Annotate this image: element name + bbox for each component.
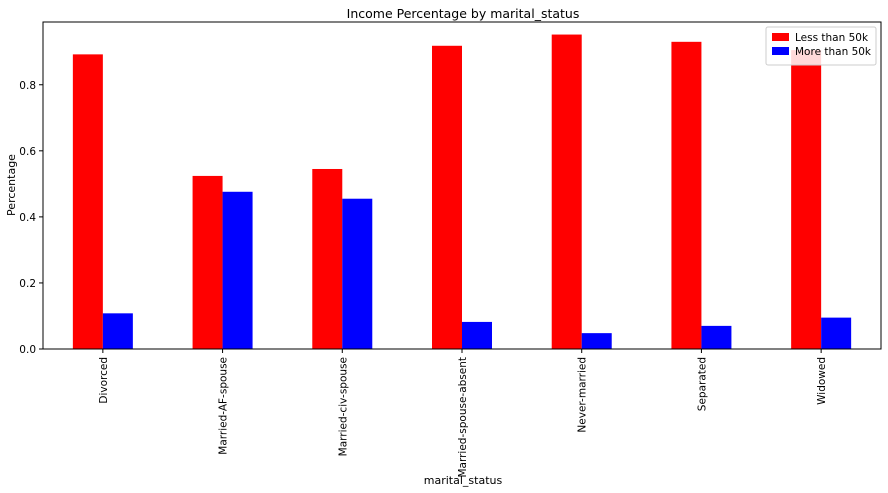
legend-label: More than 50k (795, 46, 872, 58)
bar-less-than-50k (432, 45, 462, 349)
bar-less-than-50k (671, 41, 702, 350)
x-axis-label: marital_status (424, 474, 503, 487)
bar-more-than-50k (222, 191, 253, 349)
y-tick-label: 0.4 (19, 212, 36, 224)
bar-more-than-50k (342, 198, 373, 349)
bar-more-than-50k (102, 313, 133, 349)
bar-less-than-50k (312, 168, 343, 349)
legend-frame (765, 26, 877, 66)
bar-less-than-50k (72, 54, 103, 350)
bar-more-than-50k (821, 317, 852, 349)
bar-more-than-50k (701, 325, 732, 349)
bar-less-than-50k (791, 50, 822, 350)
y-tick-label: 0.2 (19, 278, 36, 290)
legend: Less than 50k More than 50k (765, 26, 877, 66)
legend-label: Less than 50k (795, 32, 869, 44)
y-tick-label: 0.6 (19, 146, 36, 158)
x-tick-label: Never-married (577, 357, 589, 433)
x-tick-label: Widowed (816, 357, 828, 405)
x-tick-label: Divorced (98, 357, 110, 404)
y-axis-label: Percentage (5, 154, 18, 216)
bar-more-than-50k (462, 321, 492, 349)
bar-less-than-50k (192, 175, 223, 349)
x-tick-label: Separated (696, 357, 708, 411)
legend-swatch (772, 47, 789, 55)
y-tick-label: 0.0 (19, 344, 36, 356)
chart-title: Income Percentage by marital_status (347, 6, 580, 21)
x-tick-label: Married-civ-spouse (337, 357, 349, 456)
bar-more-than-50k (581, 333, 612, 349)
x-tick-label: Married-AF-spouse (218, 357, 230, 455)
x-tick-label: Married-spouse-absent (457, 357, 469, 478)
legend-swatch (772, 33, 789, 41)
y-tick-label: 0.8 (19, 80, 36, 92)
bar-less-than-50k (551, 34, 582, 349)
